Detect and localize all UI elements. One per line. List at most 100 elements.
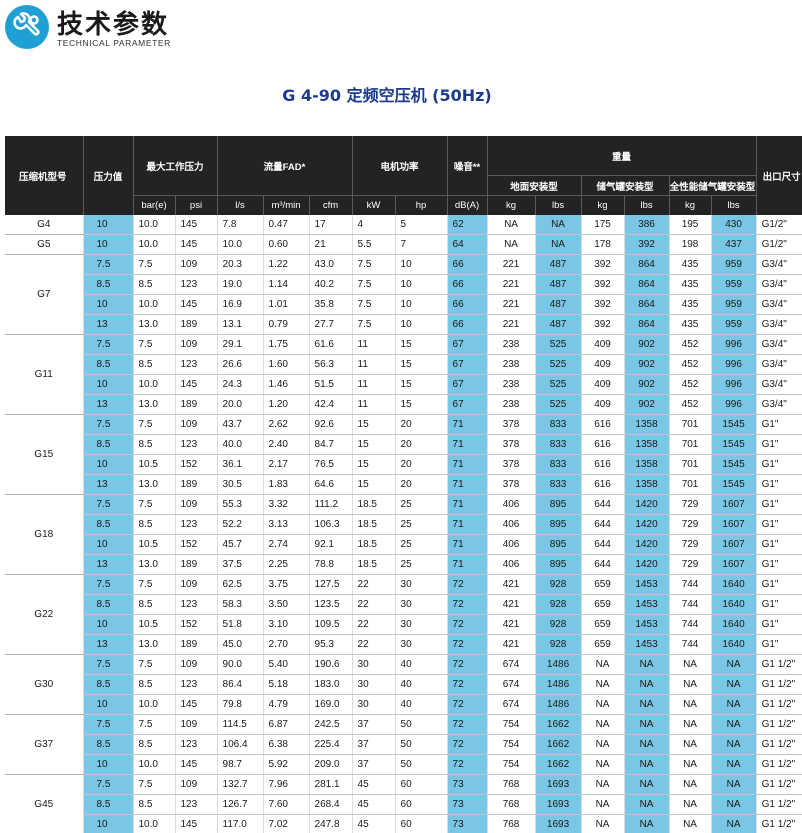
- table-cell: G3/4": [755, 334, 802, 355]
- table-cell: 7.5: [82, 774, 133, 795]
- table-cell: 198: [668, 234, 712, 255]
- table-cell: 452: [668, 334, 712, 355]
- table-cell: 5.5: [351, 234, 396, 255]
- table-cell: 6.38: [262, 734, 310, 755]
- table-cell: 3.75: [262, 574, 310, 595]
- table-cell: 5.40: [262, 654, 310, 675]
- model-cell: G11: [5, 334, 83, 415]
- table-cell: 10: [82, 374, 133, 395]
- table-cell: 1662: [534, 714, 582, 735]
- table-cell: 50: [394, 734, 448, 755]
- table-cell: 768: [486, 794, 536, 815]
- table-cell: 1693: [534, 774, 582, 795]
- table-cell: 152: [174, 454, 218, 475]
- table-cell: 409: [580, 374, 625, 395]
- table-cell: 959: [710, 294, 757, 315]
- table-cell: NA: [623, 694, 670, 715]
- table-cell: 659: [580, 614, 625, 635]
- table-cell: 10.0: [216, 234, 264, 255]
- table-cell: 145: [174, 694, 218, 715]
- table-cell: NA: [486, 234, 536, 255]
- table-cell: 189: [174, 314, 218, 335]
- table-cell: 195: [668, 215, 712, 235]
- table-cell: 1693: [534, 814, 582, 833]
- table-cell: 109: [174, 334, 218, 355]
- brand-subtitle: TECHNICAL PARAMETER: [57, 38, 171, 48]
- table-cell: G3/4": [755, 274, 802, 295]
- table-cell: 221: [486, 314, 536, 335]
- table-row: 8.5 8.5 123 126.7 7.60 268.4 45 60 73 768 1693 NA NA…: [5, 794, 802, 815]
- table-cell: 72: [446, 714, 488, 735]
- table-row: 10 10.5 152 45.7 2.74 92.1 18.5 25 71 406 895 644 14…: [5, 534, 802, 555]
- table-cell: 996: [710, 374, 757, 395]
- table-cell: 189: [174, 474, 218, 495]
- table-cell: 392: [580, 314, 625, 335]
- table-cell: 895: [534, 494, 582, 515]
- table-cell: 109: [174, 774, 218, 795]
- unit-floor-lbs: lbs: [534, 195, 582, 215]
- table-cell: NA: [710, 654, 757, 675]
- table-cell: 10: [82, 454, 133, 475]
- table-cell: 3.50: [262, 594, 310, 615]
- table-cell: 1640: [710, 594, 757, 615]
- table-cell: 40.2: [308, 274, 353, 295]
- table-cell: 616: [580, 414, 625, 435]
- table-cell: 2.25: [262, 554, 310, 575]
- table-cell: 1420: [623, 494, 670, 515]
- table-cell: 10: [82, 215, 133, 235]
- table-cell: 72: [446, 674, 488, 695]
- table-cell: 66: [446, 274, 488, 295]
- table-cell: 452: [668, 374, 712, 395]
- table-cell: 7.5: [351, 254, 396, 275]
- table-cell: 71: [446, 554, 488, 575]
- table-cell: 20: [394, 454, 448, 475]
- table-cell: 67: [446, 354, 488, 375]
- table-cell: 7.5: [351, 274, 396, 295]
- table-cell: 10.0: [132, 694, 175, 715]
- table-cell: 42.4: [308, 394, 353, 415]
- table-cell: 22: [351, 594, 396, 615]
- table-cell: 30: [394, 634, 448, 655]
- table-cell: 1453: [623, 594, 670, 615]
- table-cell: 409: [580, 334, 625, 355]
- table-cell: 66: [446, 254, 488, 275]
- table-cell: 106.3: [308, 514, 353, 535]
- table-cell: 616: [580, 434, 625, 455]
- table-cell: 20: [394, 414, 448, 435]
- table-cell: 268.4: [308, 794, 353, 815]
- table-cell: 7.5: [132, 654, 175, 675]
- table-cell: 25: [394, 514, 448, 535]
- table-cell: 78.8: [308, 554, 353, 575]
- table-cell: 67: [446, 334, 488, 355]
- table-cell: 109.5: [308, 614, 353, 635]
- table-cell: 701: [668, 454, 712, 475]
- table-cell: 10: [82, 814, 133, 833]
- table-cell: 0.79: [262, 314, 310, 335]
- table-cell: NA: [623, 774, 670, 795]
- table-cell: 744: [668, 594, 712, 615]
- table-cell: 92.6: [308, 414, 353, 435]
- model-cell: G5: [5, 234, 83, 255]
- table-cell: 7.5: [82, 574, 133, 595]
- wrench-gear-icon: [5, 5, 49, 49]
- table-cell: 729: [668, 494, 712, 515]
- table-cell: G1 1/2": [755, 754, 802, 775]
- table-cell: G1": [755, 634, 802, 655]
- table-cell: 50: [394, 754, 448, 775]
- table-cell: 701: [668, 434, 712, 455]
- table-row: 8.5 8.5 123 106.4 6.38 225.4 37 50 72 754 1662 NA NA…: [5, 734, 802, 755]
- table-cell: 7.60: [262, 794, 310, 815]
- table-cell: 15: [351, 474, 396, 495]
- table-cell: 66: [446, 294, 488, 315]
- table-cell: 1358: [623, 434, 670, 455]
- table-cell: 10: [82, 234, 133, 255]
- table-cell: 18.5: [351, 514, 396, 535]
- table-row: 10 10.5 152 51.8 3.10 109.5 22 30 72 421 928 659 145…: [5, 614, 802, 635]
- table-cell: 45: [351, 814, 396, 833]
- table-cell: 72: [446, 614, 488, 635]
- table-cell: 864: [623, 254, 670, 275]
- table-cell: 1640: [710, 634, 757, 655]
- table-cell: 19.0: [216, 274, 264, 295]
- table-cell: 7.5: [82, 654, 133, 675]
- table-cell: 487: [534, 254, 582, 275]
